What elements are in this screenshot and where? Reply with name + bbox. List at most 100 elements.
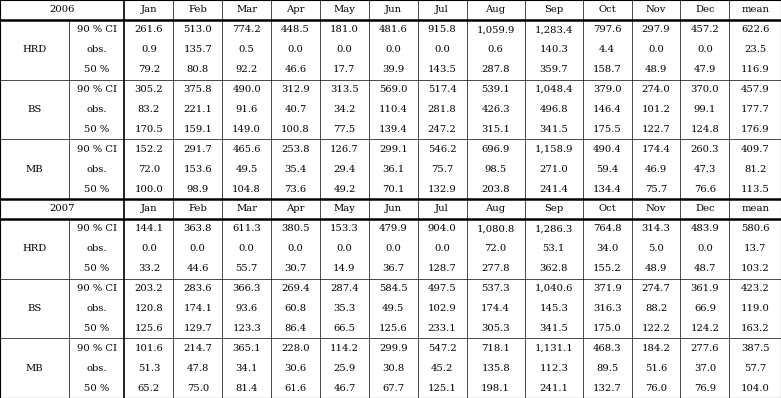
Text: 362.8: 362.8 (540, 264, 568, 273)
Text: 580.6: 580.6 (741, 224, 769, 233)
Text: 214.7: 214.7 (184, 344, 212, 353)
Text: 126.7: 126.7 (330, 145, 358, 154)
Text: 359.7: 359.7 (540, 65, 568, 74)
Text: 513.0: 513.0 (184, 25, 212, 34)
Text: 119.0: 119.0 (740, 304, 769, 313)
Text: 287.4: 287.4 (330, 284, 358, 293)
Text: 247.2: 247.2 (428, 125, 457, 134)
Text: 124.8: 124.8 (690, 125, 719, 134)
Text: 175.0: 175.0 (593, 324, 622, 333)
Text: 305.2: 305.2 (134, 85, 163, 94)
Text: 73.6: 73.6 (284, 185, 307, 193)
Text: 277.6: 277.6 (690, 344, 719, 353)
Text: 409.7: 409.7 (741, 145, 769, 154)
Text: 312.9: 312.9 (281, 85, 310, 94)
Text: 184.2: 184.2 (642, 344, 671, 353)
Text: 0.0: 0.0 (287, 45, 304, 54)
Text: 203.8: 203.8 (481, 185, 510, 193)
Text: 0.0: 0.0 (190, 244, 205, 253)
Text: 313.5: 313.5 (330, 85, 358, 94)
Text: 611.3: 611.3 (232, 224, 261, 233)
Text: 0.0: 0.0 (337, 244, 352, 253)
Text: 128.7: 128.7 (428, 264, 457, 273)
Text: 143.5: 143.5 (428, 65, 457, 74)
Text: 46.7: 46.7 (333, 384, 355, 392)
Text: 46.9: 46.9 (645, 165, 667, 174)
Text: 61.6: 61.6 (284, 384, 307, 392)
Text: 139.4: 139.4 (379, 125, 408, 134)
Text: 37.0: 37.0 (694, 364, 716, 373)
Text: 79.2: 79.2 (137, 65, 160, 74)
Text: 146.4: 146.4 (593, 105, 622, 114)
Text: 261.6: 261.6 (134, 25, 163, 34)
Text: Jan: Jan (141, 205, 157, 213)
Text: 14.9: 14.9 (333, 264, 355, 273)
Text: 170.5: 170.5 (134, 125, 163, 134)
Text: HRD: HRD (23, 45, 47, 54)
Text: 490.0: 490.0 (232, 85, 261, 94)
Text: 46.6: 46.6 (284, 65, 307, 74)
Text: 490.4: 490.4 (593, 145, 622, 154)
Text: 1,286.3: 1,286.3 (534, 224, 572, 233)
Text: 299.1: 299.1 (379, 145, 408, 154)
Text: 517.4: 517.4 (428, 85, 457, 94)
Text: 34.1: 34.1 (235, 364, 258, 373)
Text: 537.3: 537.3 (481, 284, 510, 293)
Text: 92.2: 92.2 (236, 65, 258, 74)
Text: 797.6: 797.6 (593, 25, 622, 34)
Text: 341.5: 341.5 (539, 125, 568, 134)
Text: 103.2: 103.2 (741, 264, 769, 273)
Text: 904.0: 904.0 (428, 224, 457, 233)
Text: 30.8: 30.8 (382, 364, 405, 373)
Text: 174.4: 174.4 (481, 304, 510, 313)
Text: 122.2: 122.2 (642, 324, 670, 333)
Text: 0.0: 0.0 (434, 45, 450, 54)
Text: 0.0: 0.0 (141, 244, 157, 253)
Text: 47.9: 47.9 (694, 65, 716, 74)
Text: Aug: Aug (486, 6, 505, 14)
Text: obs.: obs. (87, 105, 107, 114)
Text: 144.1: 144.1 (134, 224, 163, 233)
Text: 496.8: 496.8 (540, 105, 568, 114)
Text: 774.2: 774.2 (232, 25, 261, 34)
Text: 241.1: 241.1 (539, 384, 569, 392)
Text: 622.6: 622.6 (741, 25, 769, 34)
Text: HRD: HRD (23, 244, 47, 253)
Text: 50 %: 50 % (84, 264, 109, 273)
Text: 0.0: 0.0 (648, 45, 664, 54)
Text: 341.5: 341.5 (539, 324, 568, 333)
Text: 274.7: 274.7 (642, 284, 670, 293)
Text: Jul: Jul (435, 205, 449, 213)
Text: 370.0: 370.0 (690, 85, 719, 94)
Text: 90 % CI: 90 % CI (77, 284, 117, 293)
Text: 35.4: 35.4 (284, 165, 307, 174)
Text: 380.5: 380.5 (281, 224, 310, 233)
Text: 49.5: 49.5 (235, 165, 258, 174)
Text: 155.2: 155.2 (593, 264, 622, 273)
Text: 175.5: 175.5 (593, 125, 622, 134)
Text: 104.0: 104.0 (740, 384, 769, 392)
Text: 1,059.9: 1,059.9 (476, 25, 515, 34)
Text: Aug: Aug (486, 205, 505, 213)
Text: 125.6: 125.6 (134, 324, 163, 333)
Text: 124.2: 124.2 (690, 324, 719, 333)
Text: 60.8: 60.8 (284, 304, 307, 313)
Text: 299.9: 299.9 (379, 344, 408, 353)
Text: 314.3: 314.3 (642, 224, 671, 233)
Text: 1,040.6: 1,040.6 (534, 284, 573, 293)
Text: Jan: Jan (141, 6, 157, 14)
Text: 0.0: 0.0 (287, 244, 304, 253)
Text: 50 %: 50 % (84, 65, 109, 74)
Text: 153.6: 153.6 (184, 165, 212, 174)
Text: 696.9: 696.9 (481, 145, 510, 154)
Text: 0.9: 0.9 (141, 45, 157, 54)
Text: 50 %: 50 % (84, 185, 109, 193)
Text: obs.: obs. (87, 45, 107, 54)
Text: 98.5: 98.5 (484, 165, 507, 174)
Text: 25.9: 25.9 (333, 364, 355, 373)
Text: 88.2: 88.2 (645, 304, 667, 313)
Text: 91.6: 91.6 (236, 105, 258, 114)
Text: 1,048.4: 1,048.4 (534, 85, 573, 94)
Text: 260.3: 260.3 (690, 145, 719, 154)
Text: 50 %: 50 % (84, 324, 109, 333)
